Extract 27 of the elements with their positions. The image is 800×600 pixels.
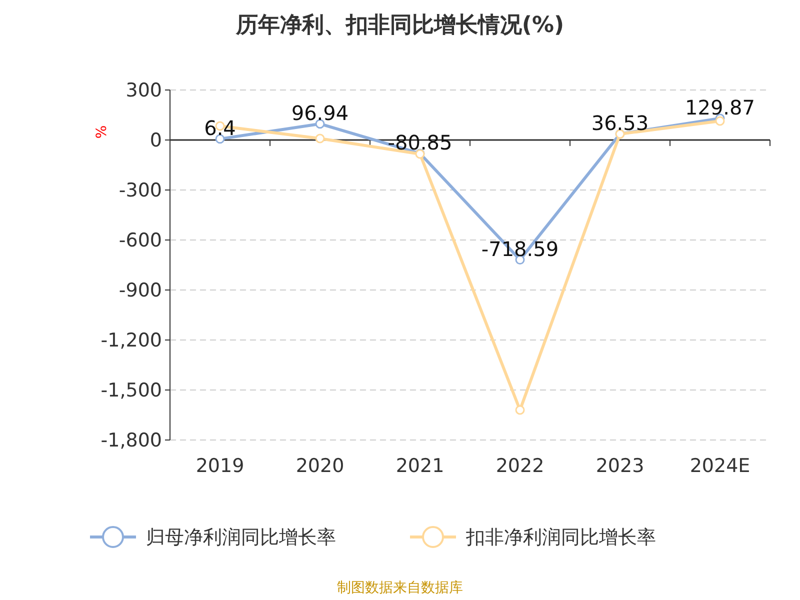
data-label: 129.87 — [685, 95, 755, 120]
data-label: 96.94 — [291, 100, 349, 125]
y-tick-label: -900 — [118, 280, 162, 302]
chart-title: 历年净利、扣非同比增长情况(%) — [234, 13, 564, 38]
y-tick-label: -1,800 — [100, 430, 162, 452]
point — [715, 116, 725, 126]
x-tick-label: 2019 — [196, 455, 244, 477]
y-tick-label: -1,200 — [100, 330, 162, 352]
y-tick-label: -600 — [118, 230, 162, 252]
text: 制图数据来自数据库 — [337, 580, 463, 596]
point — [515, 405, 525, 415]
data-label: 36.53 — [591, 110, 649, 135]
x-tick-label: 2022 — [496, 455, 544, 477]
y-tick-label: -1,500 — [100, 380, 162, 402]
y-tick-label: 0 — [150, 130, 162, 152]
x-tick-label: 2021 — [396, 455, 444, 477]
legend-label: 归母净利润同比增长率 — [146, 526, 336, 549]
x-tick-label: 2024E — [690, 455, 750, 477]
y-tick-label: -300 — [118, 180, 162, 202]
data-label: 6.4 — [204, 116, 236, 140]
y-tick-label: 300 — [126, 80, 162, 102]
legend-label: 扣非净利润同比增长率 — [465, 526, 656, 549]
data-label: -718.59 — [481, 236, 559, 261]
y-axis-title: % — [94, 125, 110, 139]
x-tick-label: 2020 — [296, 455, 344, 477]
x-tick-label: 2023 — [596, 455, 644, 477]
point — [315, 134, 325, 144]
